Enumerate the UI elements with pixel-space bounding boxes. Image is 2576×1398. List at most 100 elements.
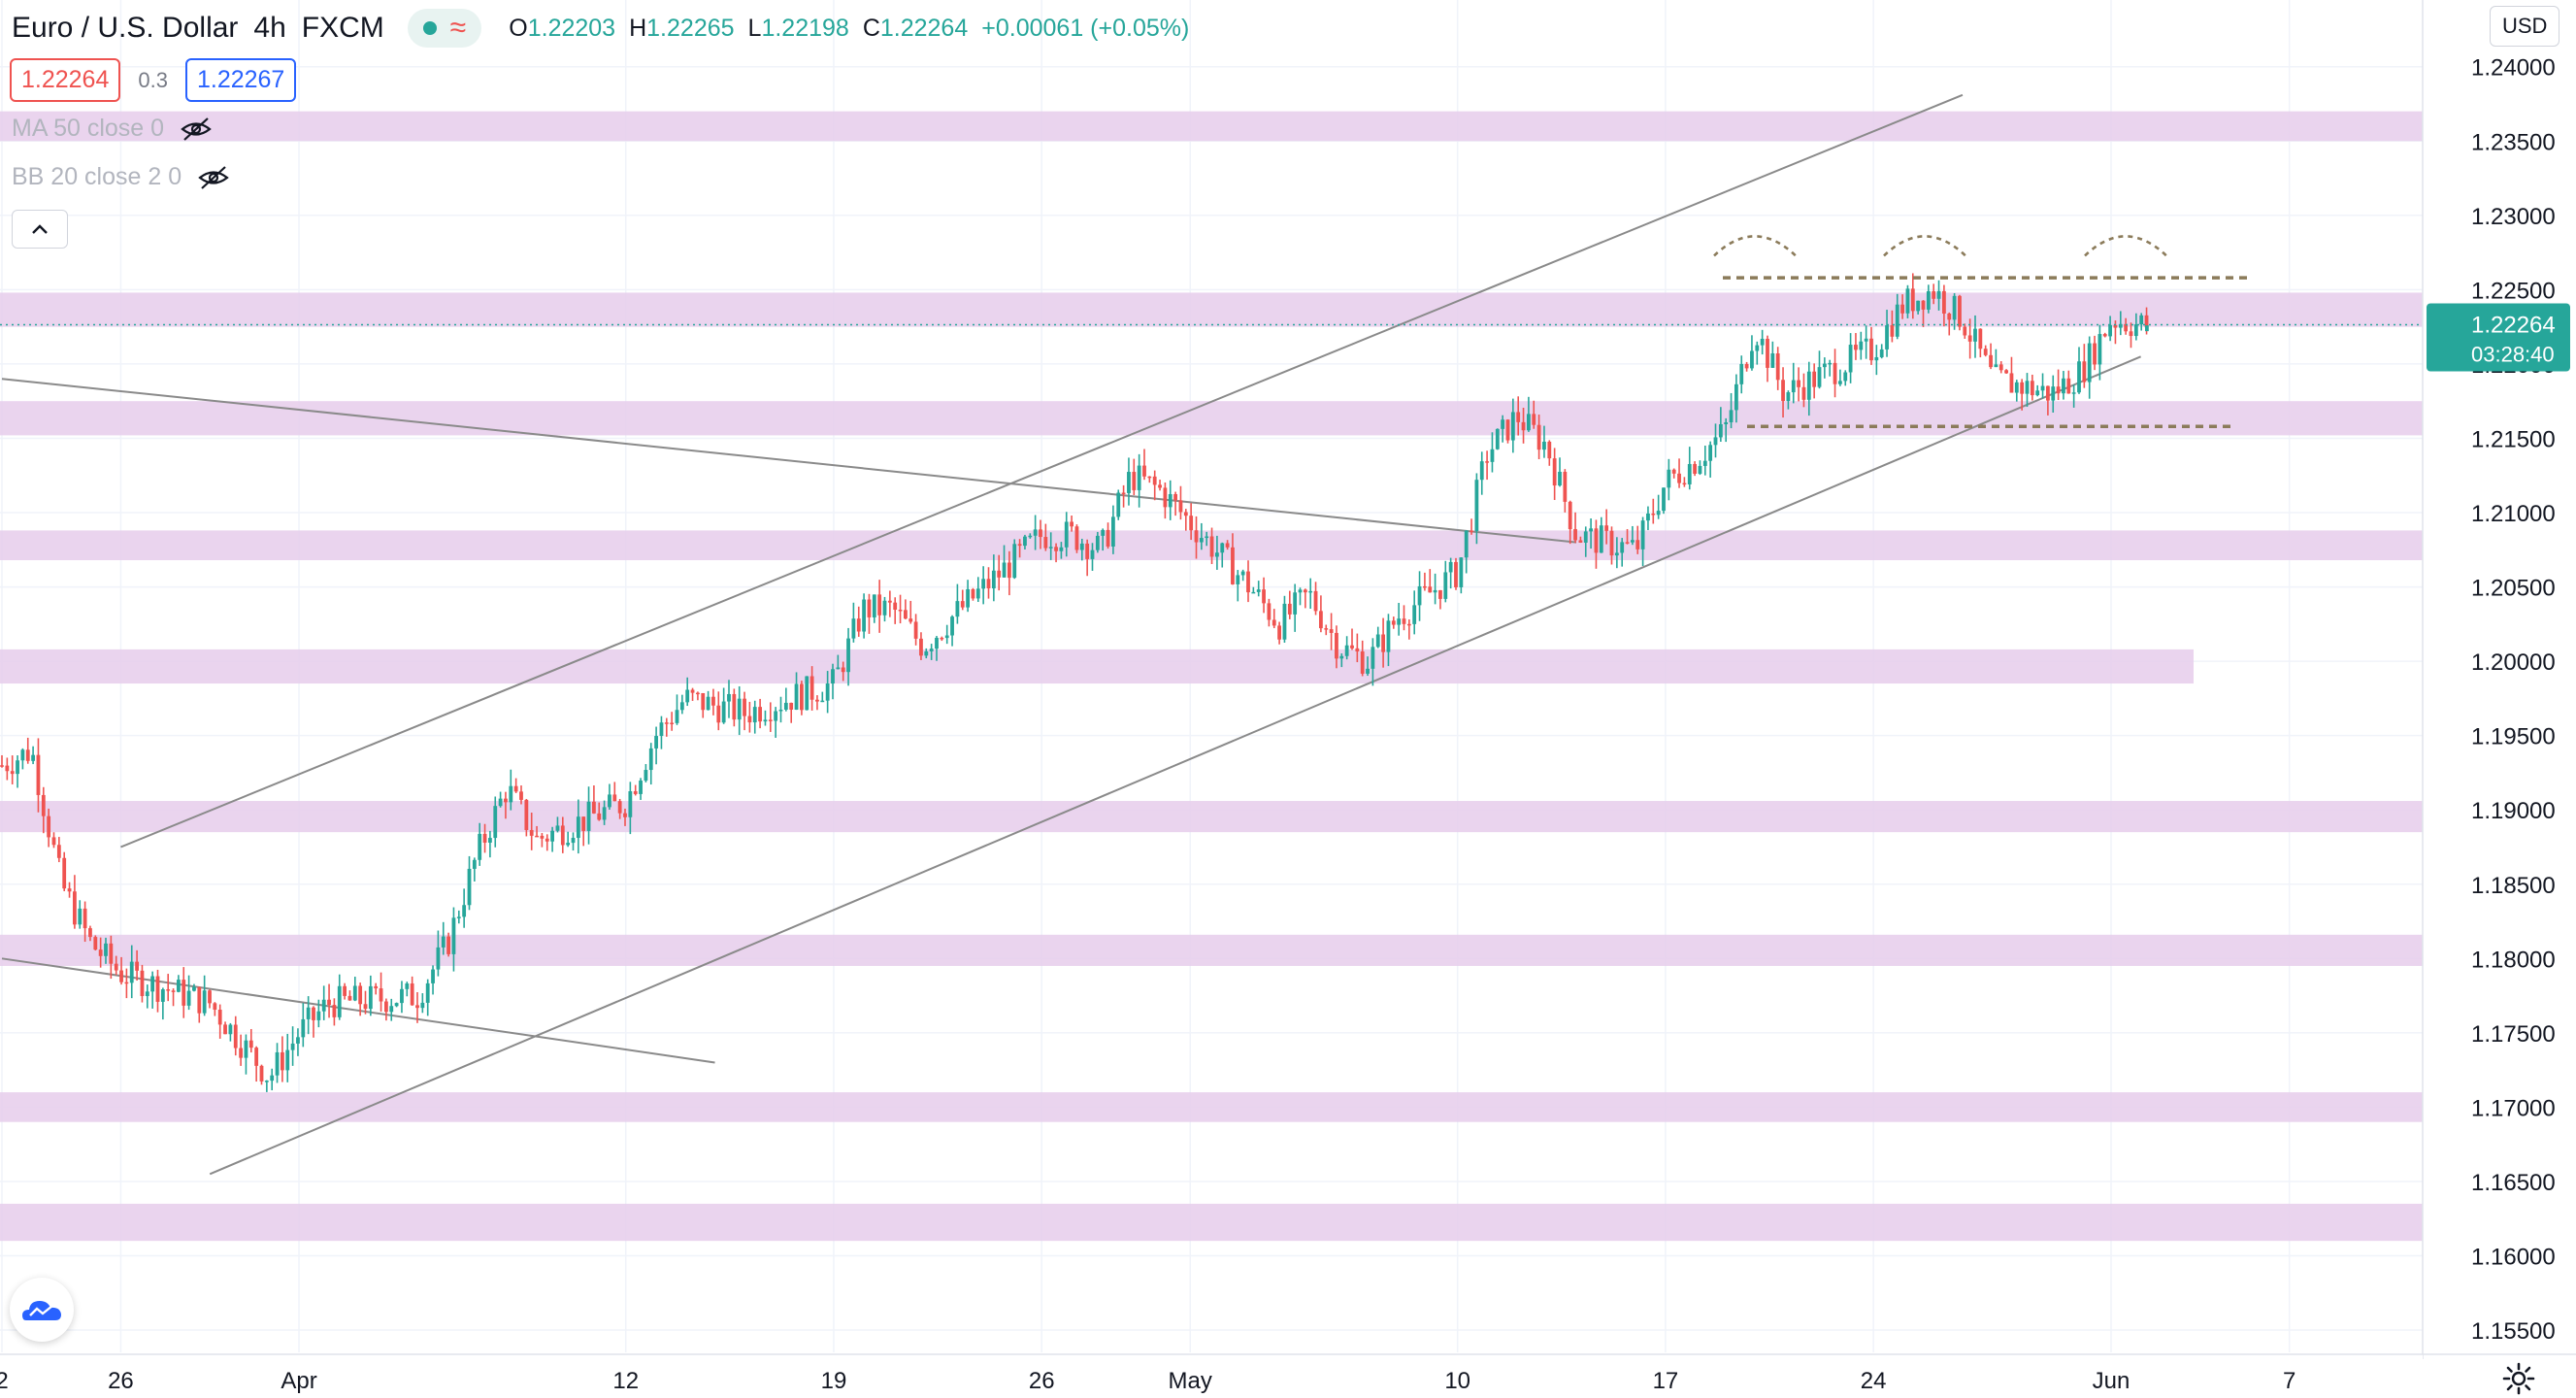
- candle-body: [171, 990, 176, 992]
- candle-body: [1474, 480, 1479, 531]
- candle-body: [1033, 529, 1038, 536]
- candle-body: [1158, 484, 1162, 488]
- candle-body: [1183, 512, 1188, 516]
- candle-body: [1713, 437, 1718, 446]
- candle-body: [98, 949, 103, 956]
- buy-price-button[interactable]: 1.22267: [184, 58, 297, 102]
- candle-body: [1760, 338, 1765, 346]
- candle-body: [472, 859, 477, 869]
- candle-body: [1335, 632, 1338, 659]
- candle-body: [1059, 547, 1064, 551]
- candle-body: [1054, 547, 1058, 551]
- candle-body: [825, 683, 830, 701]
- candle-body: [1433, 589, 1437, 593]
- time-tick-label: 19: [821, 1368, 847, 1394]
- candle-body: [16, 760, 19, 775]
- time-tick-label: Apr: [281, 1368, 316, 1394]
- candle-body: [2108, 324, 2112, 337]
- candle-body: [1282, 603, 1287, 640]
- candle-body: [524, 799, 529, 830]
- candle-body: [1532, 414, 1536, 425]
- time-tick-label: Jun: [2093, 1368, 2130, 1394]
- bar-countdown-label: 03:28:40: [2471, 343, 2555, 367]
- candle-body: [654, 736, 658, 749]
- currency-button[interactable]: USD: [2490, 6, 2560, 47]
- candle-body: [1194, 530, 1199, 543]
- candle-body: [1583, 531, 1588, 543]
- candle-body: [576, 816, 580, 839]
- candle-body: [254, 1048, 259, 1066]
- price-tick-label: 1.16500: [2471, 1170, 2556, 1196]
- candle-body: [233, 1024, 238, 1048]
- candle-body: [1459, 557, 1464, 587]
- candle-body: [1095, 535, 1100, 550]
- candle-body: [1079, 543, 1084, 550]
- candle-body: [1262, 589, 1266, 604]
- price-tick-label: 1.15500: [2471, 1318, 2556, 1345]
- eye-crossed-icon[interactable]: [180, 116, 213, 142]
- candle-body: [1766, 338, 1769, 368]
- candle-body: [1662, 487, 1666, 512]
- candle-body: [1599, 525, 1603, 553]
- candle-body: [1854, 345, 1858, 350]
- symbol-name[interactable]: Euro / U.S. Dollar: [12, 12, 239, 44]
- candle-body: [1412, 605, 1417, 624]
- candle-body: [1371, 647, 1375, 669]
- candle-body: [1885, 325, 1889, 350]
- interval-label[interactable]: 4h: [253, 12, 286, 44]
- candle-body: [701, 692, 706, 711]
- indicator-bb[interactable]: BB 20 close 2 0: [12, 163, 230, 191]
- price-tick-label: 1.18000: [2471, 947, 2556, 973]
- candle-body: [1542, 441, 1546, 450]
- time-tick-label: 24: [1861, 1368, 1887, 1394]
- candle-body: [670, 722, 675, 724]
- candlestick-series: [0, 273, 2149, 1092]
- candle-body: [498, 798, 503, 807]
- candle-body: [602, 807, 607, 820]
- candle-body: [1994, 364, 1998, 368]
- candle-body: [2113, 324, 2118, 328]
- candle-body: [202, 990, 207, 1014]
- candle-body: [1682, 483, 1687, 485]
- candle-body: [51, 837, 56, 846]
- candle-body: [898, 610, 903, 612]
- candle-body: [239, 1048, 243, 1058]
- candle-body: [1012, 544, 1017, 579]
- candle-body: [36, 754, 41, 795]
- indicator-ma[interactable]: MA 50 close 0: [12, 115, 213, 143]
- market-status-pill[interactable]: ≈: [407, 9, 482, 48]
- sell-price-button[interactable]: 1.22264: [10, 58, 121, 102]
- candle-body: [1355, 648, 1360, 652]
- candle-body: [1039, 529, 1042, 538]
- candle-body: [2133, 324, 2138, 337]
- candle-body: [763, 719, 768, 722]
- candle-body: [1547, 441, 1552, 459]
- candle-body: [56, 845, 61, 858]
- candle-body: [540, 835, 545, 839]
- candle-body: [1406, 623, 1411, 626]
- candle-body: [1625, 542, 1630, 544]
- price-zone: [0, 649, 2194, 684]
- candle-body: [966, 588, 970, 608]
- price-tick-label: 1.16000: [2471, 1244, 2556, 1270]
- settings-gear-icon[interactable]: [2502, 1362, 2535, 1395]
- trendline: [120, 93, 1964, 849]
- candle-body: [1205, 536, 1209, 539]
- candle-body: [679, 702, 684, 711]
- price-tick-label: 1.21500: [2471, 426, 2556, 452]
- tradingview-logo[interactable]: [10, 1278, 74, 1342]
- candle-body: [1501, 419, 1505, 429]
- collapse-legend-button[interactable]: [12, 210, 68, 249]
- candle-body: [290, 1043, 295, 1050]
- candle-body: [831, 669, 835, 684]
- eye-crossed-icon[interactable]: [197, 165, 230, 190]
- candle-body: [2040, 385, 2045, 391]
- candle-body: [639, 781, 643, 794]
- candle-body: [1536, 424, 1541, 450]
- price-tick-label: 1.23500: [2471, 129, 2556, 155]
- candle-body: [441, 936, 446, 948]
- candle-body: [415, 1005, 419, 1009]
- candle-body: [2118, 323, 2123, 328]
- candle-body: [1360, 651, 1365, 674]
